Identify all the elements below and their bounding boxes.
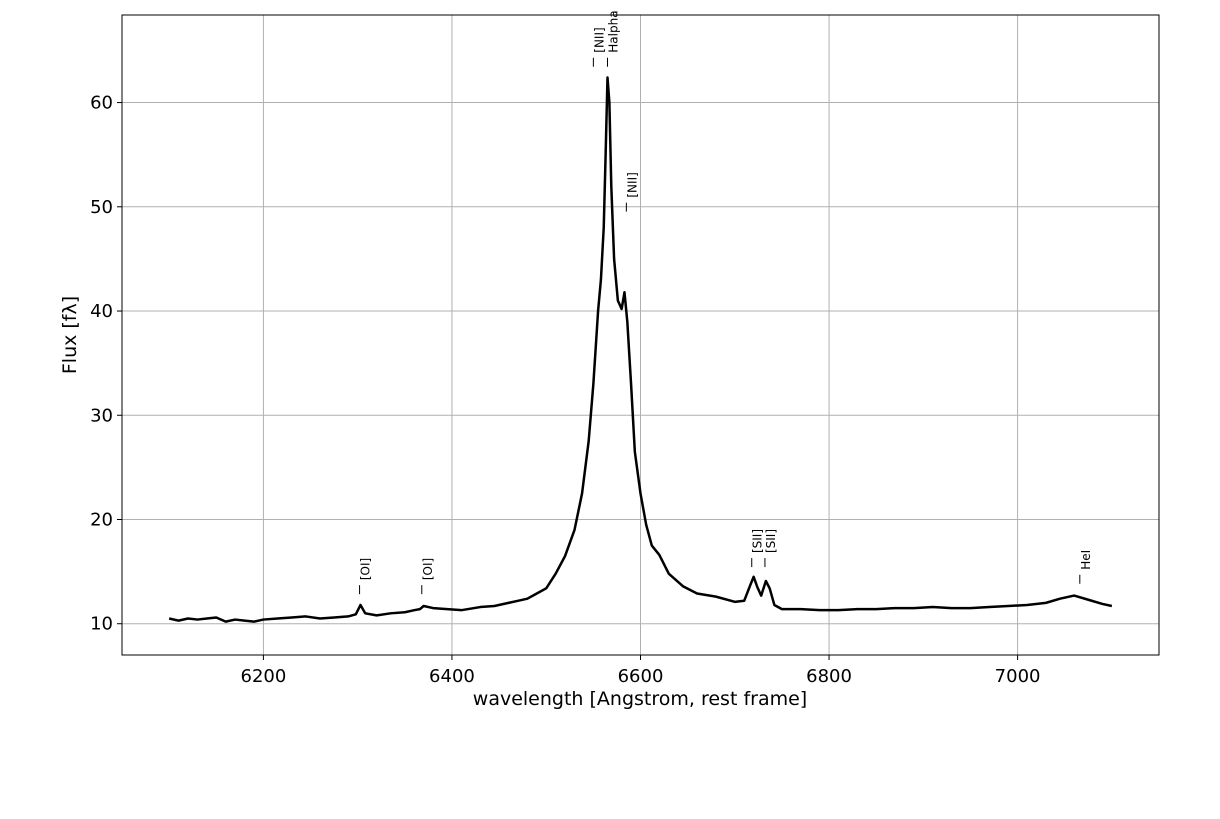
line-label: Halpha <box>607 10 621 52</box>
x-tick-label: 7000 <box>995 666 1041 687</box>
grid <box>122 15 1159 655</box>
line-label: [OI] <box>421 558 435 580</box>
y-tick-label: 30 <box>90 405 113 426</box>
y-tick-label: 10 <box>90 614 113 635</box>
y-tick-label: 20 <box>90 509 113 530</box>
line-label: [OI] <box>359 558 373 580</box>
x-axis-label: wavelength [Angstrom, rest frame] <box>473 688 807 710</box>
plot-area: [OI] [OI][NII] Halpha[NII][SII] [SII]HeI <box>168 10 1113 623</box>
line-label: HeI <box>1079 550 1093 570</box>
x-tick-label: 6200 <box>241 666 287 687</box>
x-tick-label: 6400 <box>429 666 475 687</box>
x-tick-label: 6800 <box>806 666 852 687</box>
line-label: [SII] <box>751 529 765 553</box>
y-tick-label: 50 <box>90 197 113 218</box>
spectrum-line <box>168 76 1113 623</box>
y-axis-label: Flux [fλ] <box>59 296 81 374</box>
x-tick-label: 6600 <box>618 666 664 687</box>
y-tick-label: 40 <box>90 301 113 322</box>
line-label: [NII] <box>625 172 639 197</box>
line-label: [SII] <box>764 529 778 553</box>
line-label: [NII] <box>592 27 606 52</box>
y-tick-label: 60 <box>90 93 113 114</box>
